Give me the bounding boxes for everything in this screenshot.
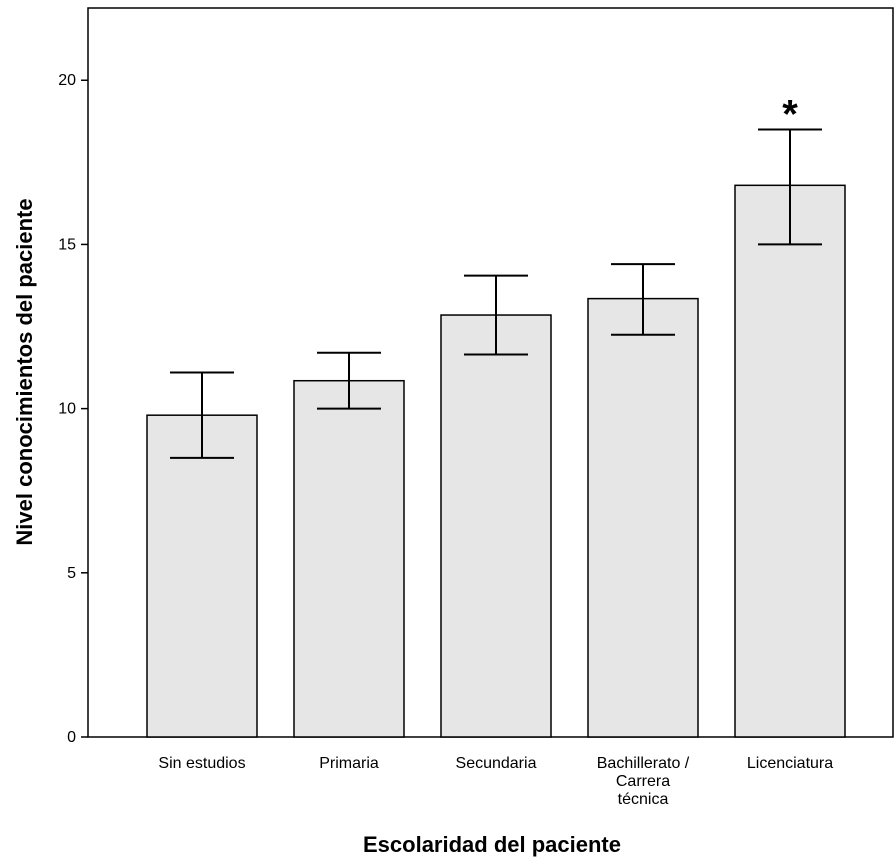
x-tick-label-line: Sin estudios <box>158 755 245 772</box>
x-tick-label-1: Primaria <box>319 755 379 772</box>
error-bars-group <box>170 128 822 459</box>
x-tick-label-3: Bachillerato / Carrera técnica <box>597 755 690 808</box>
bar-2 <box>440 314 552 738</box>
bars-group <box>146 184 846 738</box>
y-tick-label-0: 0 <box>67 729 76 746</box>
x-tick-label-line: técnica <box>618 791 669 808</box>
bar-4 <box>734 184 846 738</box>
y-tick-label-4: 20 <box>58 72 76 89</box>
x-tick-label-line: Carrera <box>616 773 670 790</box>
bar-1 <box>293 379 405 738</box>
x-axis-title: Escolaridad del paciente <box>363 832 621 857</box>
x-tick-label-2: Secundaria <box>456 755 537 772</box>
x-tick-label-line: Bachillerato / <box>597 755 690 772</box>
x-tick-label-line: Secundaria <box>456 755 537 772</box>
bar-0 <box>146 414 258 738</box>
y-axis-title: Nivel conocimientos del paciente <box>12 198 37 545</box>
y-tick-label-2: 10 <box>58 401 76 418</box>
x-tick-label-4: Licenciatura <box>747 755 833 772</box>
y-axis: 0 5 10 15 20 <box>58 72 88 746</box>
x-tick-label-0: Sin estudios <box>158 755 245 772</box>
y-tick-label-3: 15 <box>58 236 76 253</box>
y-tick-label-1: 5 <box>67 565 76 582</box>
significance-annotation-0: * <box>782 93 798 137</box>
x-axis: Sin estudios Primaria Secundaria Bachillera… <box>158 755 833 808</box>
x-tick-label-line: Licenciatura <box>747 755 833 772</box>
annotations-group: * <box>782 93 798 137</box>
x-tick-label-line: Primaria <box>319 755 379 772</box>
bar-3 <box>587 297 699 738</box>
